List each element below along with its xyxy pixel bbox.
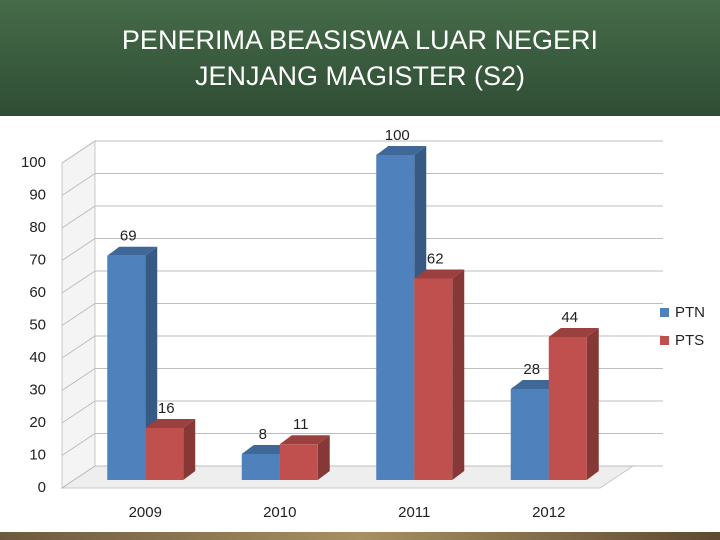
value-label: 8 (259, 426, 267, 443)
bar-top (376, 146, 427, 155)
y-tick-label: 100 (21, 154, 46, 171)
bar (107, 255, 146, 480)
x-tick-label: 2012 (532, 504, 565, 521)
bar (145, 428, 184, 480)
value-label: 44 (561, 309, 578, 326)
y-tick-label: 30 (29, 381, 46, 398)
legend-label: PTN (675, 304, 705, 321)
title-line: JENJANG MAGISTER (S2) (194, 61, 526, 91)
bar (510, 389, 549, 480)
y-tick-label: 90 (29, 186, 46, 203)
chart-title: PENERIMA BEASISWA LUAR NEGERI JENJANG MA… (0, 22, 720, 94)
bar-top (414, 269, 465, 279)
y-tick-label: 20 (29, 414, 46, 431)
grid-line (61, 205, 663, 229)
bar-side (317, 435, 330, 480)
chart: 0 10 20 30 40 50 60 70 80 90 100 2009 69 16 2010 8 11 201… (21, 127, 705, 521)
legend-label: PTS (675, 332, 704, 349)
value-label: 28 (523, 361, 540, 378)
grid-line (61, 173, 663, 196)
grid-line (61, 335, 663, 359)
value-label: 16 (158, 400, 175, 417)
value-label: 100 (385, 127, 410, 144)
bar-side (586, 328, 599, 480)
grid-line (61, 465, 663, 489)
x-tick-label: 2009 (129, 504, 162, 521)
value-label: 62 (427, 250, 444, 267)
bar (279, 444, 318, 480)
y-tick-label: 50 (29, 316, 46, 333)
bar-top (279, 435, 330, 445)
y-tick-label: 60 (29, 284, 46, 301)
bar (241, 454, 280, 480)
bar-top (241, 445, 292, 454)
value-label: 11 (293, 416, 309, 433)
y-tick-label: 80 (29, 219, 46, 236)
legend-swatch (660, 308, 669, 317)
grid-line (61, 303, 663, 326)
grid-line (61, 368, 663, 391)
title-line: PENERIMA BEASISWA LUAR NEGERI (121, 25, 599, 55)
footer-strip (0, 532, 720, 540)
grid-line (61, 238, 663, 261)
x-tick-label: 2011 (398, 504, 430, 521)
bar-top (548, 328, 599, 337)
bar (414, 278, 453, 480)
y-tick-label: 10 (29, 446, 46, 463)
legend-swatch (660, 336, 669, 345)
bar-top (145, 419, 196, 428)
bar (376, 155, 415, 480)
header: PENERIMA BEASISWA LUAR NEGERI JENJANG MA… (0, 0, 720, 116)
y-tick-label: 40 (29, 349, 46, 366)
bar-top (510, 380, 561, 389)
bar (548, 337, 587, 480)
grid-line (61, 433, 663, 456)
grid-line (61, 270, 663, 294)
grid-line (61, 140, 663, 164)
y-tick-label: 0 (38, 479, 46, 496)
grid-line (61, 400, 663, 424)
bar-top (107, 246, 158, 256)
bar-side (452, 269, 465, 480)
x-tick-label: 2010 (263, 504, 296, 521)
bar-side (183, 419, 196, 480)
value-label: 69 (120, 228, 137, 245)
y-tick-label: 70 (29, 251, 46, 268)
